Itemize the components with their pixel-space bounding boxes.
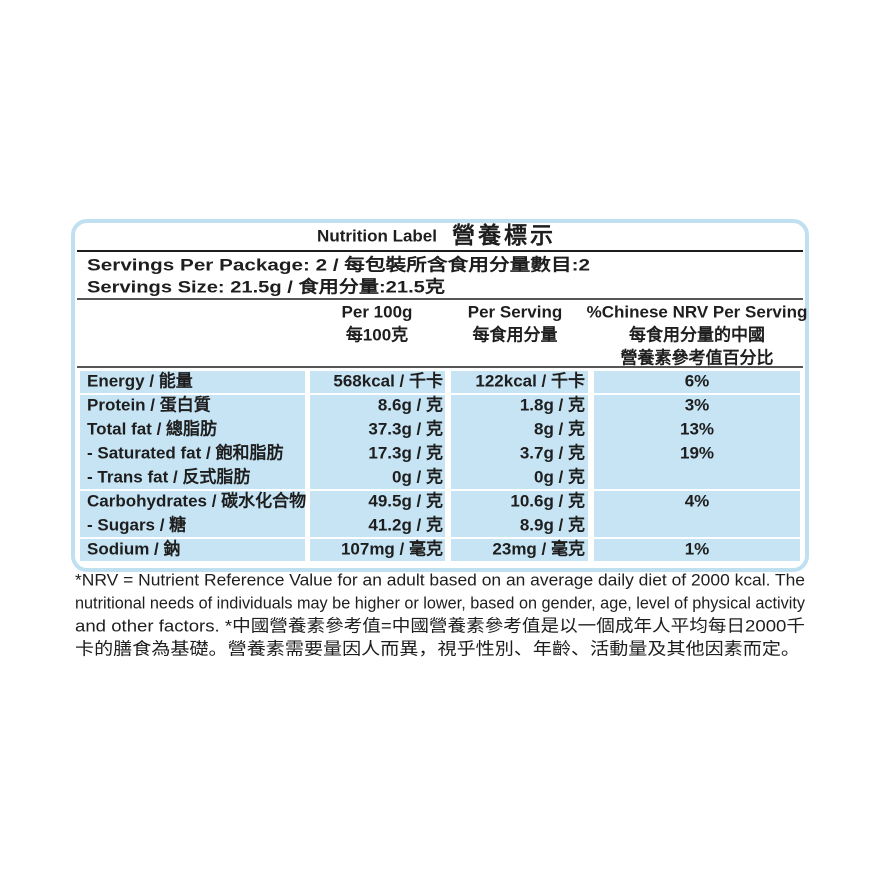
cell-background (451, 395, 588, 489)
column-header: 每食用分量 (473, 324, 558, 344)
footnote-line: nutritional needs of individuals may be … (75, 593, 805, 612)
cell-background (451, 539, 588, 561)
nrv-value: 6% (685, 371, 710, 390)
cell-background (594, 371, 800, 393)
per-100g-value: 41.2g / 克 (368, 514, 443, 534)
per-100g-value: 37.3g / 克 (368, 418, 443, 438)
column-header: Per Serving (468, 302, 563, 321)
cell-background (80, 539, 305, 561)
footnote-line: *NRV = Nutrient Reference Value for an a… (75, 570, 805, 589)
nutrient-name: - Saturated fat / 飽和脂肪 (87, 442, 283, 462)
column-header: Per 100g (342, 302, 413, 321)
cell-background (594, 491, 800, 537)
per-100g-value: 568kcal / 千卡 (333, 370, 443, 390)
per-100g-value: 8.6g / 克 (378, 394, 443, 414)
per-serving-value: 10.6g / 克 (510, 490, 585, 510)
per-100g-value: 107mg / 毫克 (341, 538, 443, 558)
title-en: Nutrition Label (317, 226, 437, 245)
cell-background (310, 395, 445, 489)
cell-background (310, 371, 445, 393)
per-100g-value: 17.3g / 克 (368, 442, 443, 462)
per-serving-value: 8.9g / 克 (520, 514, 585, 534)
nutrient-name: Sodium / 鈉 (87, 538, 181, 558)
nrv-value: 3% (685, 395, 710, 414)
per-serving-value: 1.8g / 克 (520, 394, 585, 414)
cell-background (80, 491, 305, 537)
column-header: 每100克 (346, 324, 408, 344)
cell-background (80, 395, 305, 489)
column-header: %Chinese NRV Per Serving (587, 302, 808, 321)
servings-line: Servings Size: 21.5g / 食用分量:21.5克 (87, 276, 445, 296)
per-serving-value: 0g / 克 (534, 466, 585, 486)
column-header: 每食用分量的中國 (629, 324, 765, 344)
per-100g-value: 0g / 克 (392, 466, 443, 486)
column-header: 營養素參考值百分比 (621, 347, 774, 367)
nutrient-name: Total fat / 總脂肪 (87, 418, 217, 438)
title-zh: 營養標示 (452, 222, 556, 248)
nrv-value: 4% (685, 491, 710, 510)
nrv-value: 1% (685, 539, 710, 558)
nutrient-name: Protein / 蛋白質 (87, 394, 211, 414)
servings-line: Servings Per Package: 2 / 每包裝所含食用分量數目:2 (87, 254, 590, 274)
per-serving-value: 3.7g / 克 (520, 442, 585, 462)
footnote-line: 卡的膳食為基礎。營養素需要量因人而異，視乎性別、年齡、活動量及其他因素而定。 (75, 639, 800, 658)
cell-background (310, 491, 445, 537)
nrv-value: 19% (680, 443, 714, 462)
nrv-value: 13% (680, 419, 714, 438)
nutrient-name: - Sugars / 糖 (87, 514, 186, 534)
footnote-line: and other factors. *中國營養素參考值=中國營養素參考值是以一… (75, 616, 805, 635)
per-serving-value: 122kcal / 千卡 (475, 370, 585, 390)
nutrient-name: Carbohydrates / 碳水化合物 (87, 490, 306, 510)
per-serving-value: 8g / 克 (534, 418, 585, 438)
per-serving-value: 23mg / 毫克 (492, 538, 585, 558)
cell-background (594, 539, 800, 561)
cell-background (310, 539, 445, 561)
cell-background (451, 371, 588, 393)
cell-background (594, 395, 800, 489)
cell-background (80, 371, 305, 393)
nutrient-name: - Trans fat / 反式脂肪 (87, 466, 250, 486)
cell-background (451, 491, 588, 537)
nutrient-name: Energy / 能量 (87, 370, 193, 390)
per-100g-value: 49.5g / 克 (368, 490, 443, 510)
